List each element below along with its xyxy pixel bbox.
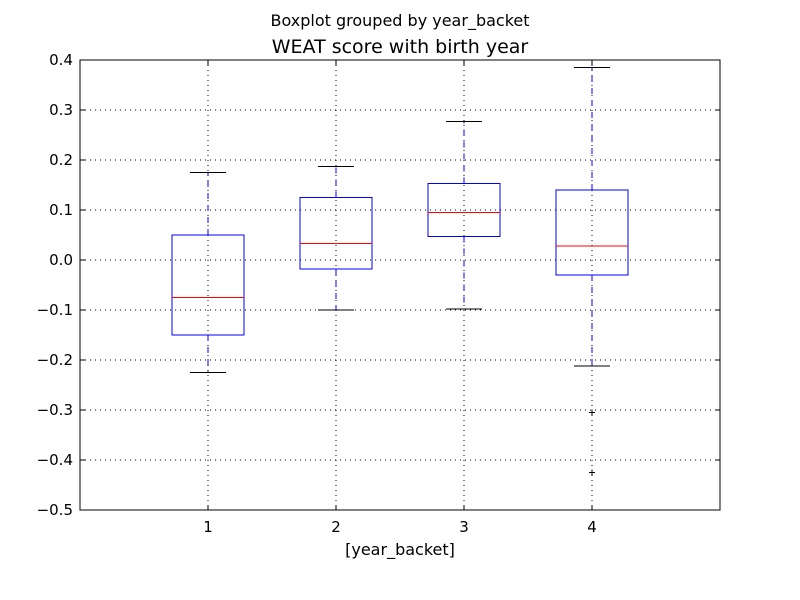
y-tick-label: −0.2 bbox=[37, 351, 73, 369]
x-tick-label: 2 bbox=[331, 518, 341, 536]
chart-title: WEAT score with birth year bbox=[272, 36, 529, 58]
box-group-3 bbox=[427, 121, 501, 310]
flier-point bbox=[589, 409, 595, 416]
x-axis: 1 2 3 4 bbox=[203, 60, 597, 536]
y-axis: −0.5 −0.4 −0.3 −0.2 −0.1 0.0 0.1 0.2 0.3 0.4 bbox=[37, 51, 720, 519]
box-series bbox=[171, 67, 629, 476]
grid-lines bbox=[80, 60, 720, 510]
x-tick-label: 3 bbox=[459, 518, 469, 536]
box-iqr bbox=[555, 189, 629, 276]
y-tick-label: −0.4 bbox=[37, 451, 73, 469]
axes-frame bbox=[79, 59, 721, 511]
box-iqr bbox=[171, 234, 245, 336]
y-tick-label: −0.5 bbox=[37, 501, 73, 519]
box-group-2 bbox=[299, 166, 373, 311]
y-tick-label: 0.3 bbox=[49, 101, 73, 119]
x-tick-label: 1 bbox=[203, 518, 213, 536]
chart-suptitle: Boxplot grouped by year_backet bbox=[270, 11, 529, 31]
y-tick-label: 0.0 bbox=[49, 251, 73, 269]
x-axis-label: [year_backet] bbox=[345, 540, 455, 560]
flier-point bbox=[589, 469, 595, 476]
y-tick-label: 0.1 bbox=[49, 201, 73, 219]
box-iqr bbox=[427, 183, 501, 237]
y-tick-label: 0.4 bbox=[49, 51, 73, 69]
y-tick-label: −0.3 bbox=[37, 401, 73, 419]
box-group-4 bbox=[555, 67, 629, 476]
y-tick-label: −0.1 bbox=[37, 301, 73, 319]
y-tick-label: 0.2 bbox=[49, 151, 73, 169]
box-group-1 bbox=[171, 172, 245, 373]
x-tick-label: 4 bbox=[587, 518, 597, 536]
box-iqr bbox=[299, 197, 373, 270]
